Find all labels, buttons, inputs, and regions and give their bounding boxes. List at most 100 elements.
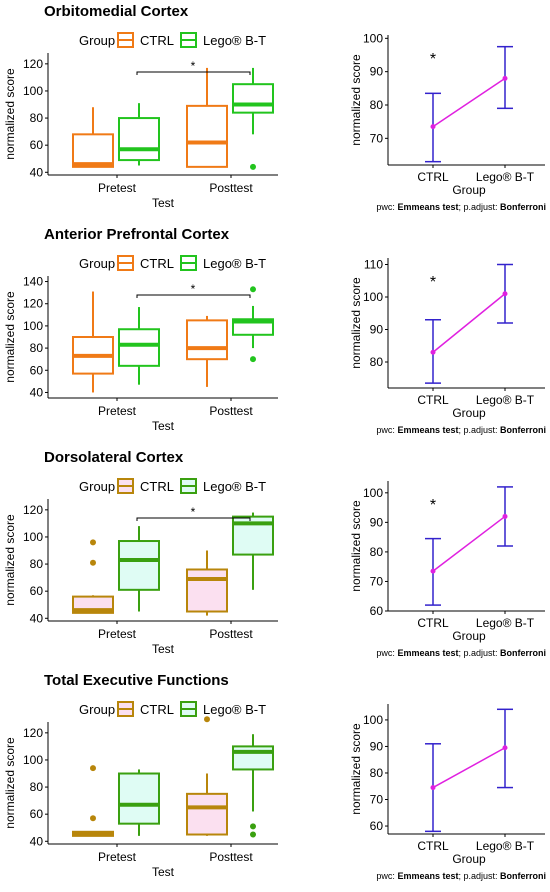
significance-bracket [136,71,251,75]
y-tick-label: 80 [30,111,44,125]
y-tick-label: 40 [30,165,44,179]
y-tick-label: 80 [30,780,44,794]
chart-svg: Anterior Prefrontal Cortex Group CTRL Lego®… [3,226,546,435]
means-x-tick-label: Lego® B-T [476,616,535,630]
outlier-point [250,286,256,293]
legend-title: Group [79,702,115,717]
box-iqr [186,104,228,168]
error-bar-lego [497,45,513,110]
box-ctrl-posttest [186,315,228,387]
box-iqr [186,792,228,836]
box-iqr [118,328,160,367]
footnote-bold: Emmeans test [397,871,458,881]
footnote-text: pwc: [376,202,397,212]
chart-panel-total-executive: Total Executive Functions Group CTRL Lego® … [0,669,550,892]
y-tick-label: 120 [23,297,43,311]
means-y-tick-label: 80 [370,545,384,559]
legend-ctrl-label: CTRL [140,702,174,717]
x-tick-label: Pretest [98,181,137,195]
footnote-text: pwc: [376,425,397,435]
legend-ctrl-label: CTRL [140,33,174,48]
box-ctrl-pretest [72,107,114,168]
y-axis-title: normalized score [3,68,17,160]
box-iqr [118,540,160,591]
box-iqr [186,319,228,361]
means-x-tick-label: Lego® B-T [476,170,535,184]
means-x-axis-title: Group [452,629,486,643]
x-axis-title: Test [152,419,175,433]
footnote: pwc: Emmeans test; p.adjust: Bonferroni [376,202,546,212]
legend-title: Group [79,33,115,48]
y-tick-label: 100 [23,84,43,98]
box-ctrl-posttest [186,67,228,168]
mean-point [430,785,436,791]
means-x-tick-label: CTRL [417,839,449,853]
x-tick-label: Posttest [209,404,253,418]
panel-title: Anterior Prefrontal Cortex [44,226,230,243]
footnote-text: ; p.adjust: [458,648,500,658]
x-axis-title: Test [152,865,175,879]
footnote-bold: Bonferroni [500,425,546,435]
footnote-bold: Bonferroni [500,871,546,881]
mean-point [502,291,508,297]
legend-lego-label: Lego® B-T [203,33,266,48]
y-tick-label: 40 [30,385,44,399]
significance-star: * [191,282,196,296]
x-tick-label: Posttest [209,627,253,641]
y-tick-label: 60 [30,363,44,377]
footnote-text: pwc: [376,648,397,658]
error-bar-ctrl [425,743,441,833]
means-y-tick-label: 90 [370,739,384,753]
box-lego-posttest [232,512,274,590]
footnote-bold: Bonferroni [500,202,546,212]
significance-bracket [136,517,251,521]
means-y-tick-label: 80 [370,355,384,369]
means-x-tick-label: Lego® B-T [476,393,535,407]
footnote: pwc: Emmeans test; p.adjust: Bonferroni [376,871,546,881]
significance-star: * [191,505,196,519]
y-tick-label: 140 [23,275,43,289]
footnote-text: pwc: [376,871,397,881]
footnote-bold: Emmeans test [397,648,458,658]
x-tick-label: Posttest [209,850,253,864]
y-tick-label: 60 [30,138,44,152]
box-lego-pretest [118,103,160,166]
x-tick-label: Posttest [209,181,253,195]
x-tick-label: Pretest [98,850,137,864]
outlier-point [250,356,256,363]
box-iqr [118,772,160,825]
footnote-text: ; p.adjust: [458,871,500,881]
means-y-axis-title: normalized score [349,54,363,146]
means-y-tick-label: 100 [363,713,383,727]
y-tick-label: 100 [23,753,43,767]
box-iqr [186,568,228,613]
means-y-tick-label: 100 [363,31,383,45]
footnote-bold: Bonferroni [500,648,546,658]
means-y-axis-title: normalized score [349,500,363,592]
box-ctrl-posttest [186,716,228,836]
panel-title: Total Executive Functions [44,672,229,689]
chart-panel-anterior-prefrontal: Anterior Prefrontal Cortex Group CTRL Lego®… [0,223,550,446]
legend-title: Group [79,479,115,494]
error-bar-lego [497,708,513,789]
legend-ctrl-label: CTRL [140,256,174,271]
box-lego-pretest [118,526,160,612]
means-x-axis-title: Group [452,406,486,420]
mean-point [502,513,508,519]
footnote: pwc: Emmeans test; p.adjust: Bonferroni [376,425,546,435]
means-significance-star: * [430,274,436,291]
box-iqr [118,117,160,162]
chart-panel-dorsolateral: Dorsolateral Cortex Group CTRL Lego® B-T 40 6… [0,446,550,669]
error-bar-ctrl [425,92,441,163]
means-connector-line [432,747,506,789]
outlier-point [250,163,256,170]
y-tick-label: 120 [23,503,43,517]
means-y-tick-label: 70 [370,574,384,588]
means-significance-star: * [430,497,436,514]
means-y-axis-title: normalized score [349,723,363,815]
means-y-tick-label: 70 [370,131,384,145]
box-iqr [232,83,274,114]
outlier-point [250,831,256,838]
means-y-tick-label: 70 [370,793,384,807]
